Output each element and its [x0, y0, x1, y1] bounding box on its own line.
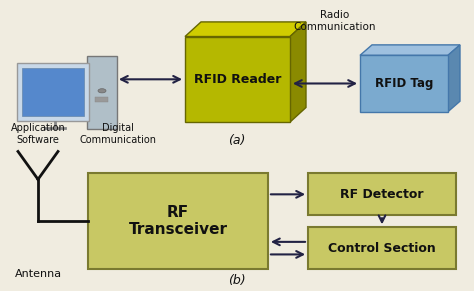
Polygon shape: [448, 45, 460, 112]
FancyBboxPatch shape: [360, 55, 448, 112]
FancyBboxPatch shape: [87, 56, 117, 129]
FancyBboxPatch shape: [308, 227, 456, 269]
Text: RFID Tag: RFID Tag: [375, 77, 433, 90]
Polygon shape: [290, 22, 306, 122]
FancyBboxPatch shape: [17, 63, 89, 121]
FancyBboxPatch shape: [185, 37, 290, 122]
Polygon shape: [185, 22, 306, 37]
Text: Antenna: Antenna: [14, 269, 62, 279]
Text: RF Detector: RF Detector: [340, 188, 424, 201]
Text: Application
Software: Application Software: [10, 123, 65, 145]
FancyBboxPatch shape: [95, 97, 109, 102]
FancyBboxPatch shape: [308, 173, 456, 215]
Ellipse shape: [98, 89, 106, 93]
FancyBboxPatch shape: [22, 68, 84, 116]
Text: Radio
Communication: Radio Communication: [294, 10, 376, 32]
Text: RFID Reader: RFID Reader: [194, 73, 281, 86]
Polygon shape: [360, 45, 460, 55]
Text: Digital
Communication: Digital Communication: [80, 123, 156, 145]
Text: Control Section: Control Section: [328, 242, 436, 255]
Text: (b): (b): [228, 274, 246, 287]
FancyBboxPatch shape: [88, 173, 268, 269]
Text: (a): (a): [228, 134, 246, 147]
Text: RF
Transceiver: RF Transceiver: [128, 205, 228, 237]
